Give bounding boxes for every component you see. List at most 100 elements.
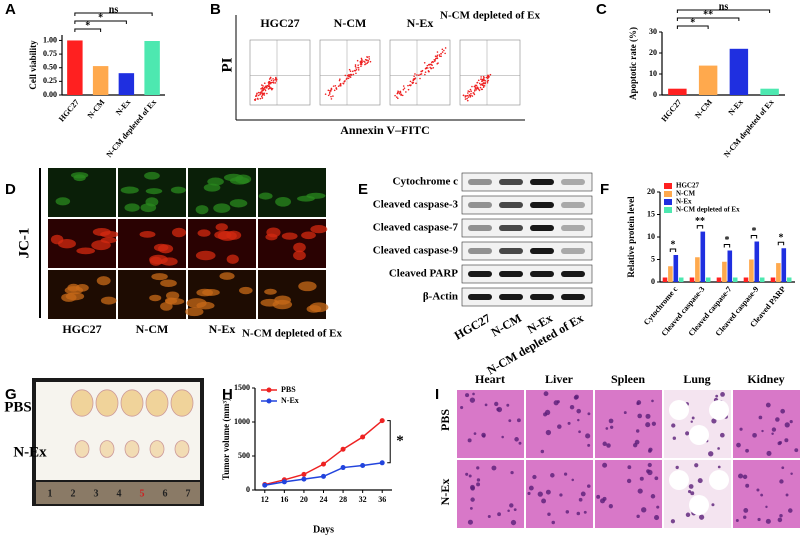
cell	[76, 247, 96, 255]
event-dot	[339, 82, 342, 85]
nucleus	[470, 497, 475, 502]
event-dot	[467, 90, 469, 92]
nucleus	[635, 429, 640, 433]
cell	[160, 257, 178, 266]
protein-label: β-Actin	[423, 291, 458, 303]
event-dot	[263, 94, 266, 96]
nucleus	[685, 431, 690, 436]
nucleus	[771, 432, 774, 436]
nucleus	[765, 402, 771, 408]
event-dot	[440, 53, 442, 55]
nucleus	[760, 493, 764, 497]
nucleus	[609, 425, 614, 429]
nucleus	[553, 400, 559, 406]
event-dot	[274, 82, 277, 84]
event-dot	[262, 93, 264, 96]
bar	[668, 266, 673, 282]
event-dot	[349, 74, 352, 76]
row-label: PBS	[438, 409, 452, 431]
flow-title: N-CM depleted of Ex	[440, 10, 540, 22]
legend-marker	[266, 387, 272, 393]
event-dot	[412, 81, 415, 84]
band	[561, 271, 585, 277]
event-dot	[269, 77, 272, 79]
nucleus	[627, 465, 632, 470]
nucleus	[648, 447, 653, 452]
event-dot	[355, 72, 357, 75]
nucleus	[537, 491, 543, 497]
band	[561, 294, 585, 300]
blot-group: HGC27	[452, 311, 493, 343]
flow-title: N-CM	[334, 16, 367, 30]
event-dot	[439, 55, 441, 58]
nucleus	[654, 515, 660, 521]
event-dot	[333, 89, 336, 92]
nucleus	[550, 473, 555, 478]
event-dot	[396, 92, 399, 95]
nucleus	[565, 510, 570, 514]
nucleus	[720, 392, 725, 397]
nucleus	[576, 408, 582, 414]
x-tick-label: N-Ex	[114, 98, 132, 117]
marker	[379, 418, 385, 424]
nucleus	[472, 392, 475, 396]
nucleus	[694, 463, 699, 468]
bar	[729, 48, 749, 95]
significance-label: *	[690, 17, 695, 28]
nucleus	[563, 472, 568, 476]
band	[499, 202, 523, 208]
bar	[727, 250, 733, 282]
event-dot	[420, 70, 422, 73]
event-dot	[265, 85, 268, 88]
nucleus	[656, 505, 660, 509]
band	[561, 179, 585, 185]
legend-label: N-Ex	[676, 198, 692, 206]
x-tick-label: N-CM depleted of Ex	[104, 98, 158, 159]
tumor	[124, 440, 140, 458]
y-tick-label: 1500	[234, 383, 250, 392]
nucleus	[752, 432, 757, 438]
blot-group: N-CM	[489, 311, 524, 339]
event-dot	[444, 52, 446, 55]
nucleus	[785, 493, 789, 497]
bar	[770, 277, 776, 282]
cell	[217, 230, 237, 241]
nucleus	[578, 430, 581, 434]
event-dot	[481, 88, 484, 91]
event-dot	[255, 95, 258, 97]
nucleus	[585, 433, 591, 439]
nucleus	[765, 518, 771, 524]
nucleus	[602, 462, 608, 468]
nucleus	[608, 418, 614, 424]
significance-bracket	[74, 12, 153, 16]
nucleus	[745, 483, 750, 488]
marker	[301, 476, 307, 482]
nucleus	[608, 504, 613, 509]
marker	[379, 460, 385, 466]
band	[530, 225, 554, 231]
significance-bracket	[676, 9, 771, 13]
event-dot	[256, 93, 258, 95]
nucleus	[547, 512, 551, 517]
event-dot	[353, 69, 356, 72]
event-dot	[444, 47, 447, 49]
band	[499, 248, 523, 254]
event-dot	[469, 95, 472, 98]
event-dot	[260, 87, 262, 90]
nucleus	[481, 432, 486, 438]
flow-y-label: PI	[219, 57, 235, 72]
event-dot	[436, 55, 438, 58]
nucleus	[532, 474, 537, 480]
significance-label: *	[751, 226, 756, 237]
bar	[754, 241, 760, 282]
y-tick-label: 10	[649, 69, 657, 78]
marker	[360, 463, 366, 469]
event-dot	[272, 78, 274, 80]
bar	[698, 65, 718, 95]
event-dot	[360, 57, 363, 60]
event-dot	[263, 82, 266, 85]
nucleus	[784, 422, 790, 428]
event-dot	[339, 84, 342, 87]
event-dot	[397, 90, 399, 92]
event-dot	[364, 61, 366, 63]
